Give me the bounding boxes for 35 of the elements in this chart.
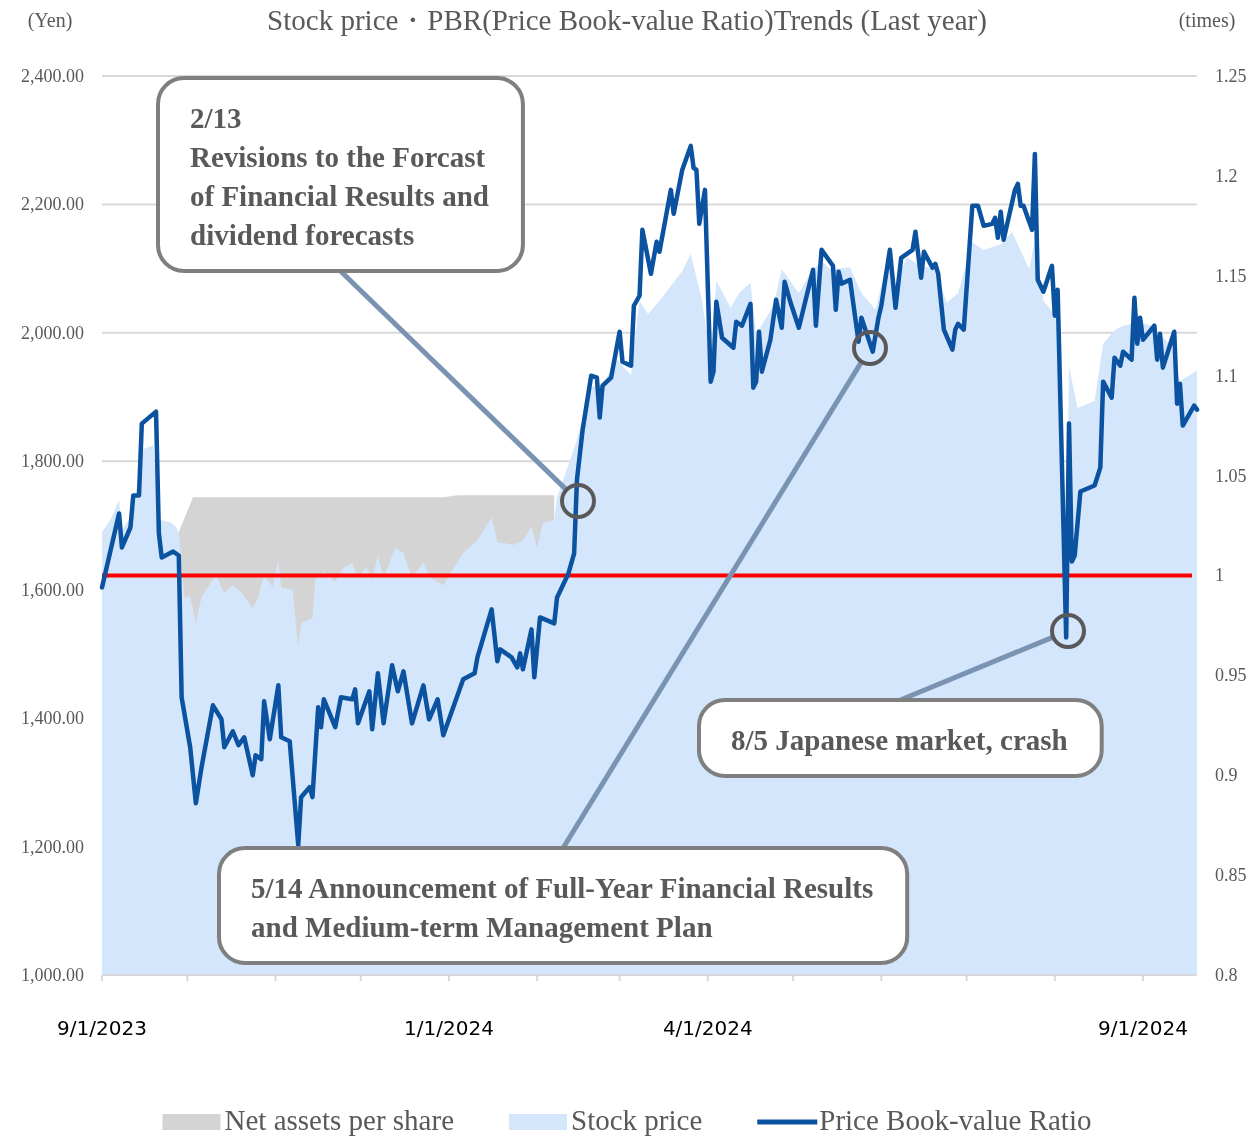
annotation: 5/14 Announcement of Full-Year Financial Results and Medium-term Management Plan [217,846,910,965]
y2-tick-label: 0.85 [1215,865,1247,886]
y2-tick-label: 1 [1215,565,1224,586]
x-tick-label: 9/1/2023 [57,1016,147,1040]
x-tick-label: 4/1/2024 [662,1016,753,1040]
y-tick-label: 1,400.00 [21,708,84,729]
y-tick-label: 2,200.00 [21,194,84,215]
y2-tick-label: 1.1 [1215,365,1238,386]
y-tick-label: 2,400.00 [21,66,84,86]
legend-label: Net assets per share [224,1104,455,1136]
y2-axis-title: (times) [1178,9,1236,32]
y2-tick-label: 1.25 [1215,66,1247,86]
x-tick-label: 1/1/2024 [404,1016,494,1040]
annotation: 2/13 Revisions to the Forcast of Financial Results and dividend forecasts [156,76,525,273]
line-series [99,143,1200,848]
y-axis-title: (Yen) [27,9,73,32]
y-tick-label: 1,600.00 [21,579,84,600]
annotation: 8/5 Japanese market, crash [731,724,1068,756]
legend-label: Stock price [571,1104,703,1136]
y2-tick-label: 0.8 [1215,965,1238,985]
annotation: 5/14 Announcement of Full-Year Financial Results and Medium-term Management Plan [251,872,874,943]
legend-label: Price Book-value Ratio [819,1104,1092,1136]
y-tick-label: 1,800.00 [21,451,84,472]
annotation: 8/5 Japanese market, crash [697,698,1104,778]
y2-tick-label: 1.15 [1215,265,1247,286]
y2-tick-label: 1.05 [1215,465,1247,486]
y2-tick-label: 0.95 [1215,665,1247,686]
chart-title: Stock price・PBR(Price Book-value Ratio)Trends (Last year) [267,4,987,37]
y-tick-label: 1,000.00 [21,965,84,985]
x-tick-label: 9/1/2024 [1098,1016,1188,1040]
annotation: 2/13 Revisions to the Forcast of Financial Results and dividend forecasts [190,102,489,251]
y2-tick-label: 1.2 [1215,165,1238,186]
y2-tick-label: 0.9 [1215,765,1238,786]
y-tick-label: 1,200.00 [21,836,84,857]
y-tick-label: 2,000.00 [21,322,84,343]
